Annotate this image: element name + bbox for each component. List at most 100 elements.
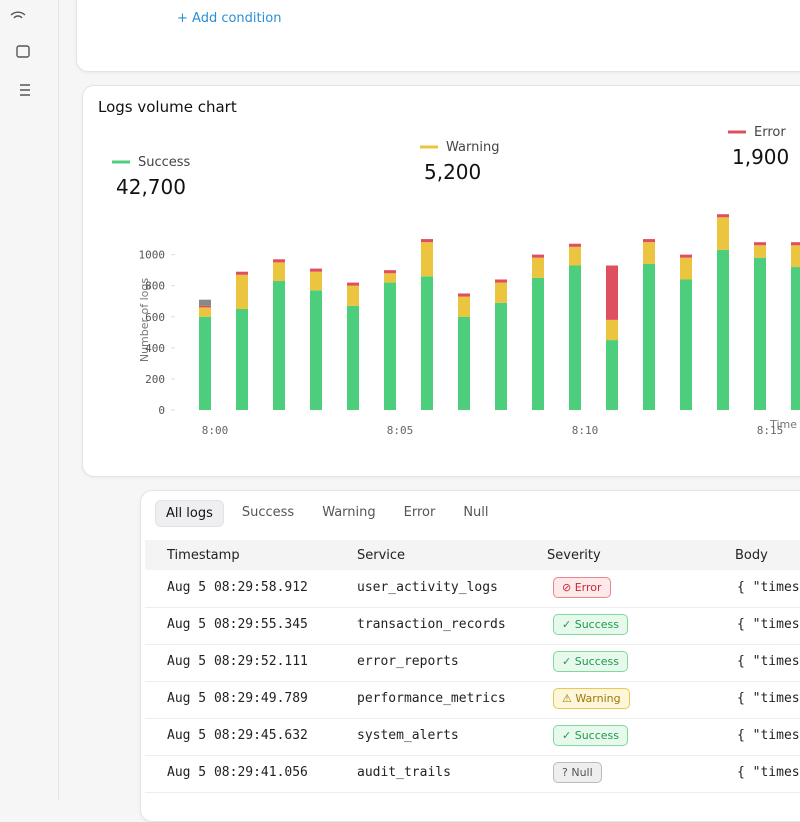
column-header: Timestamp [167, 548, 240, 563]
bar-segment [643, 242, 655, 264]
badge-label: Error [574, 581, 602, 594]
x-axis-label: Time [769, 418, 797, 431]
bar-segment [273, 262, 285, 282]
table-row[interactable]: Aug 5 08:29:58.912 user_activity_logs ⊘ Er… [145, 570, 800, 608]
severity-badge: ✓ Success [553, 651, 628, 672]
filter-card: + Add condition [76, 0, 800, 72]
tab[interactable]: Error [403, 505, 436, 520]
badge-icon: ✓ [562, 618, 575, 631]
column-header: Service [357, 548, 406, 563]
bar-segment [606, 340, 618, 410]
y-tick-label: 600 [145, 311, 165, 324]
service: user_activity_logs [357, 580, 498, 595]
bar-segment [569, 265, 581, 410]
body: { "times [737, 765, 800, 780]
bar-segment [458, 293, 470, 297]
chart: Logs volume chart Number of logs Time Su… [98, 98, 800, 437]
bar-segment [273, 259, 285, 263]
bar-segment [384, 273, 396, 283]
body: { "times [737, 580, 800, 595]
bar-segment [495, 279, 507, 283]
bar-segment [791, 267, 800, 410]
bar-segment [569, 243, 581, 247]
wifi-icon[interactable] [10, 11, 26, 19]
badge-icon: ⊘ [562, 581, 575, 594]
filter-icon[interactable] [20, 84, 30, 96]
bar-segment [532, 257, 544, 278]
legend-total: 42,700 [116, 175, 186, 199]
bar-segment [347, 285, 359, 306]
table-row[interactable]: Aug 5 08:29:49.789 performance_metrics ⚠ W… [145, 681, 800, 719]
bar-segment [791, 245, 800, 268]
legend-label: Warning [446, 140, 499, 155]
bar-segment [643, 239, 655, 243]
bar-segment [273, 281, 285, 410]
badge-label: Success [574, 655, 619, 668]
sidebar-icons [10, 11, 30, 96]
table-row[interactable]: Aug 5 08:29:41.056 audit_trails? Null{ "t… [145, 755, 800, 793]
bar-segment [199, 307, 211, 317]
timestamp: Aug 5 08:29:52.111 [167, 654, 308, 669]
bar-segment [236, 309, 248, 410]
bar-segment [347, 282, 359, 286]
code-icon[interactable] [16, 45, 30, 58]
legend-total: 5,200 [424, 160, 481, 184]
badge-label: Success [574, 729, 619, 742]
severity-badge: ✓ Success [553, 725, 628, 746]
body: { "times [737, 617, 800, 632]
tab[interactable]: All logs [155, 500, 224, 527]
bar-segment [310, 290, 322, 410]
table-row[interactable]: Aug 5 08:29:52.111 error_reports ✓ Success… [145, 644, 800, 682]
service: transaction_records [357, 617, 506, 632]
service: performance_metrics [357, 691, 506, 706]
bar-segment [754, 242, 766, 246]
service: error_reports [357, 654, 459, 669]
bar-segment [347, 305, 359, 410]
service: system_alerts [357, 728, 459, 743]
badge-icon: ? [562, 766, 572, 779]
x-tick-label: 8:00 [202, 424, 229, 437]
table-row[interactable]: Aug 5 08:29:45.632 system_alerts ✓ Success… [145, 718, 800, 756]
bar-segment [532, 277, 544, 410]
tab[interactable]: Success [241, 505, 295, 520]
bar-segment [236, 274, 248, 309]
bar-segment [421, 276, 433, 410]
bar-segment [199, 305, 211, 308]
y-tick-label: 800 [145, 280, 165, 293]
bar-segment [384, 282, 396, 410]
legend-label: Success [138, 155, 191, 170]
x-tick-label: 8:15 [757, 424, 784, 437]
bar-segment [680, 254, 692, 258]
column-header: Severity [547, 548, 601, 563]
table-row[interactable]: Aug 5 08:29:55.345 transaction_records ✓ S… [145, 607, 800, 645]
bar-segment [717, 217, 729, 250]
chart-title: Logs volume chart [98, 98, 237, 116]
sidebar [0, 0, 59, 800]
bar-segment [199, 316, 211, 410]
x-tick-label: 8:10 [572, 424, 599, 437]
service: audit_trails [357, 765, 451, 780]
bar-segment [680, 279, 692, 410]
y-tick-label: 1000 [139, 249, 166, 262]
x-tick-label: 8:05 [387, 424, 414, 437]
bar-segment [421, 242, 433, 277]
tab[interactable]: Warning [322, 505, 376, 520]
tabs: All logs Success Warning Error Null [155, 500, 499, 527]
timestamp: Aug 5 08:29:41.056 [167, 765, 308, 780]
timestamp: Aug 5 08:29:58.912 [167, 580, 308, 595]
badge-label: Success [574, 618, 619, 631]
bar-segment [717, 214, 729, 218]
add-condition[interactable]: + Add condition [177, 11, 282, 26]
bar-segment [717, 249, 729, 410]
badge-icon: ✓ [562, 729, 575, 742]
severity-badge: ⊘ Error [553, 577, 611, 598]
y-tick-label: 200 [145, 373, 165, 386]
column-header: Body [735, 548, 768, 563]
badge-icon: ⚠ [562, 692, 576, 705]
y-tick-label: 400 [145, 342, 165, 355]
tab[interactable]: Null [463, 505, 489, 520]
y-tick-label: 0 [158, 404, 165, 417]
bar-segment [458, 296, 470, 317]
y-axis-label: Number of logs [138, 278, 151, 363]
